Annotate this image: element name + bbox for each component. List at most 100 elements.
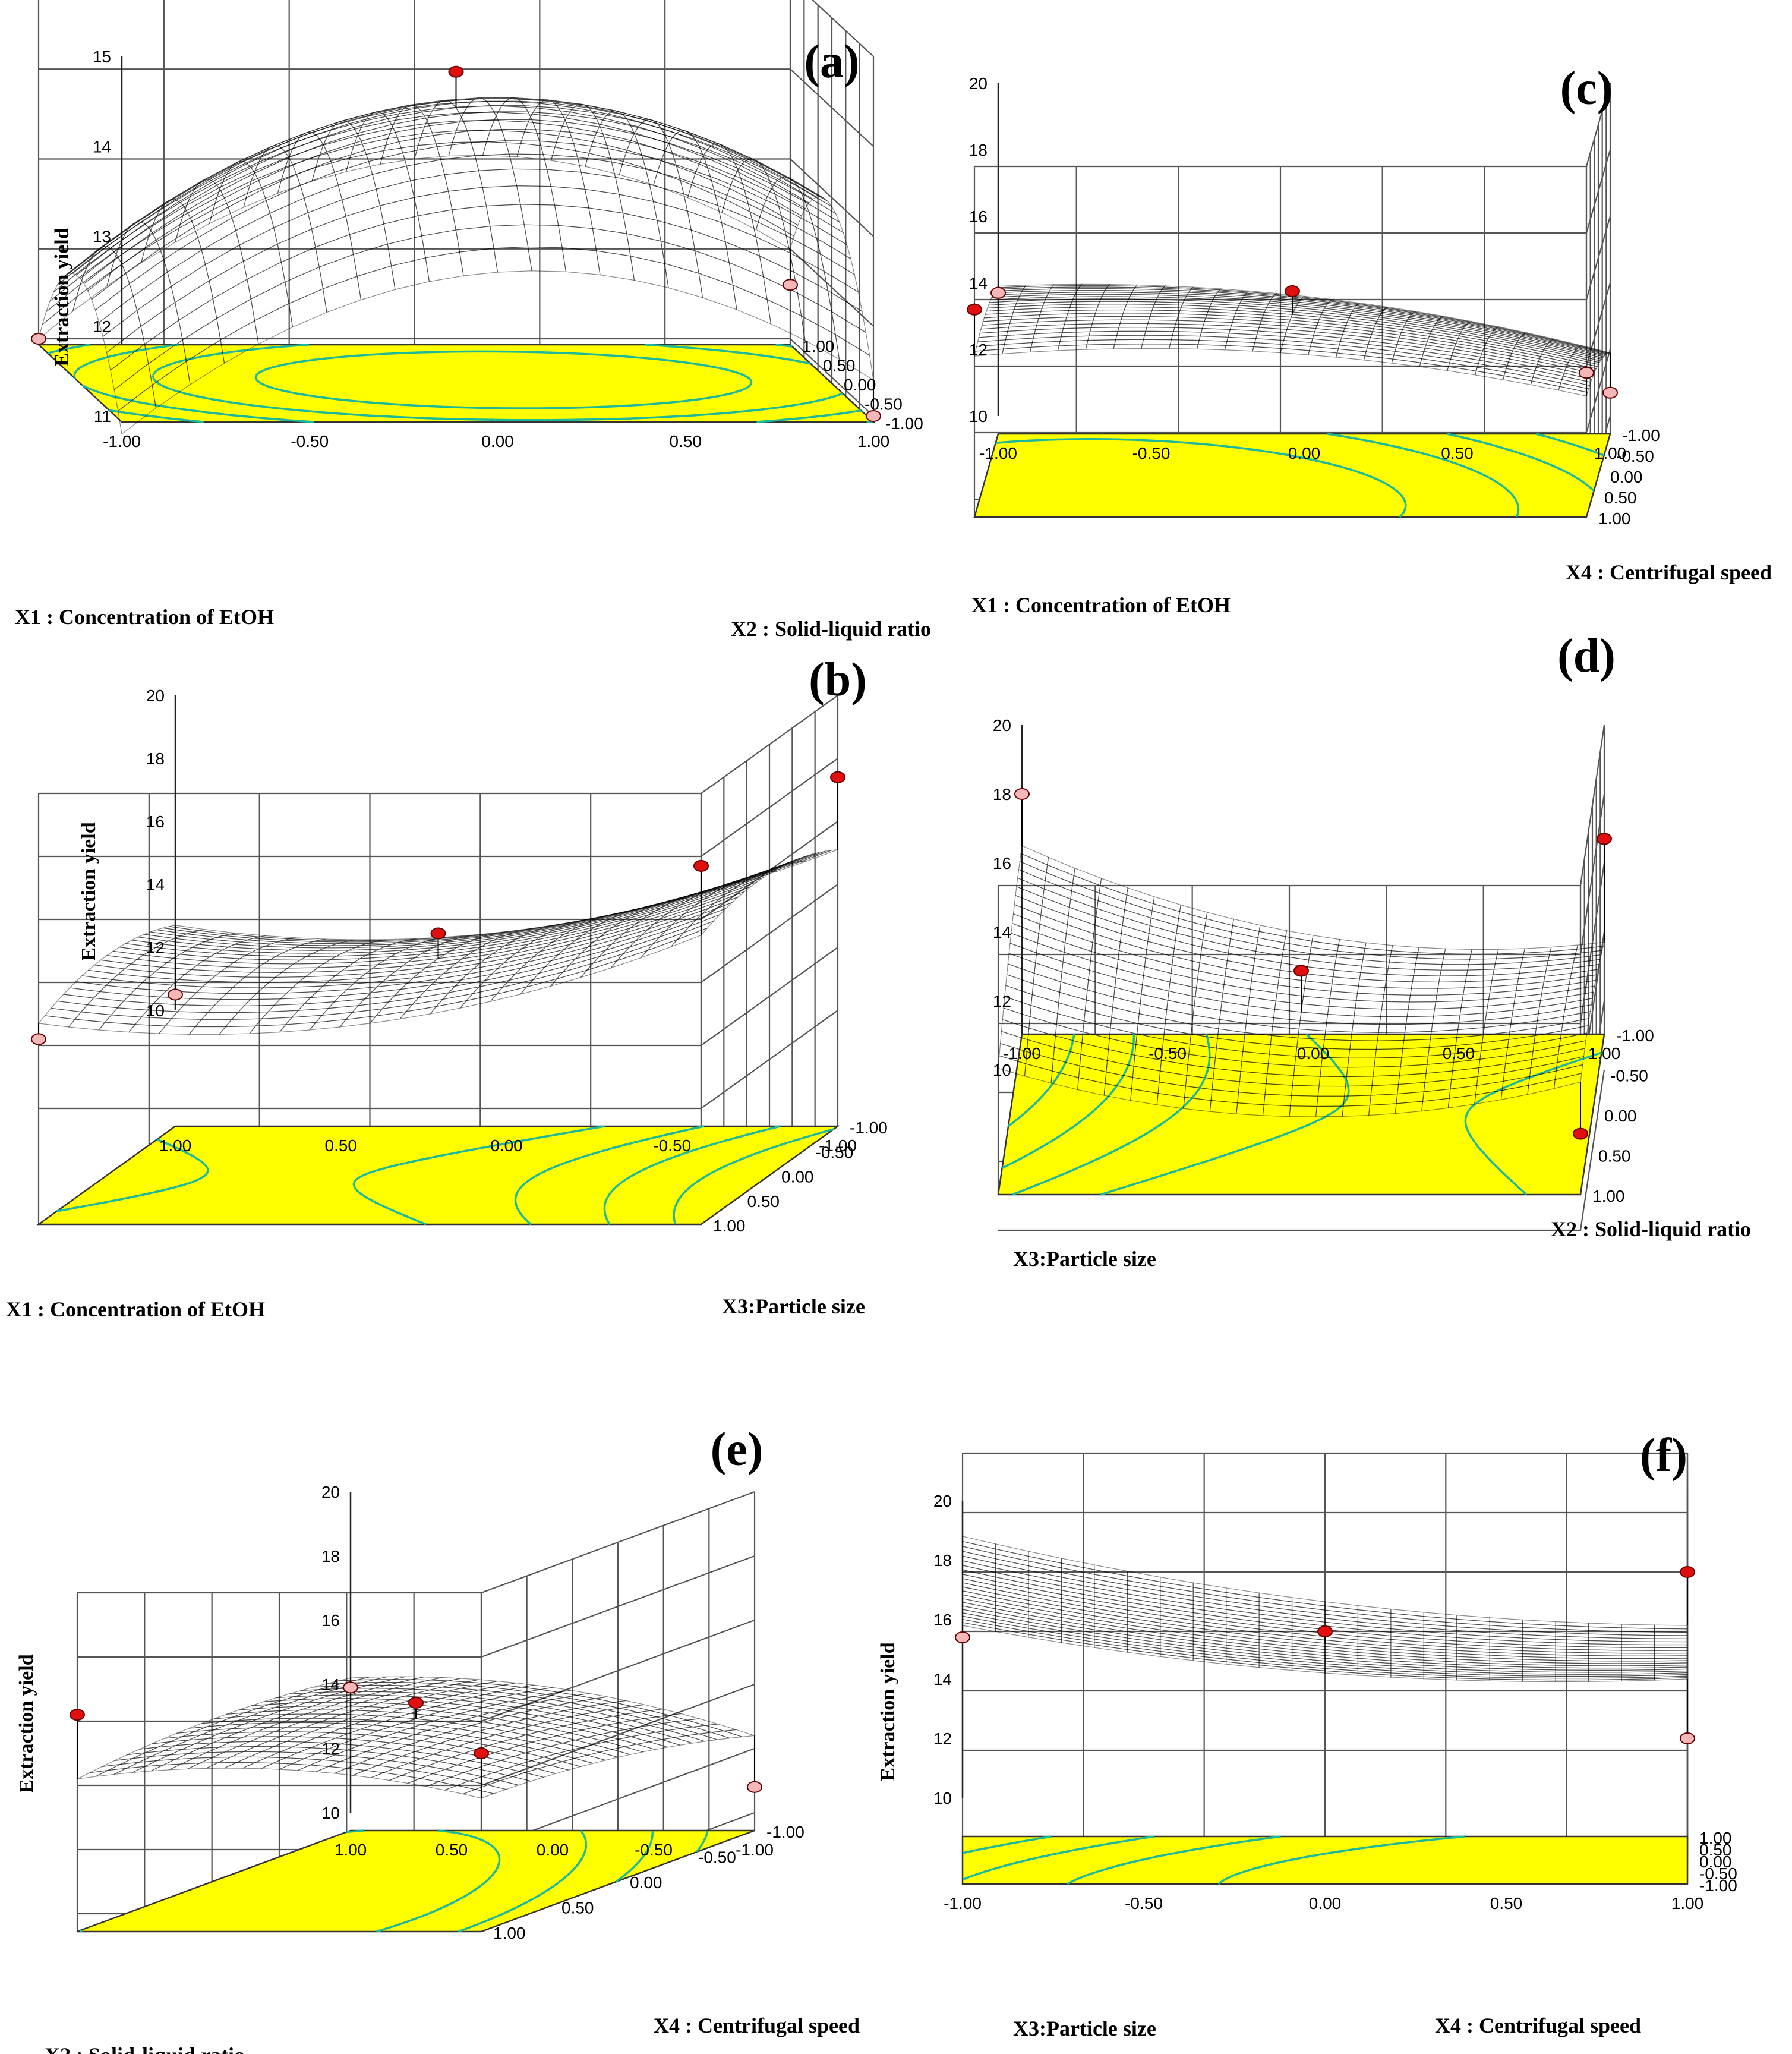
surface-patch — [1456, 338, 1487, 346]
contour-line — [1510, 493, 1515, 497]
surface-patch — [1357, 1665, 1392, 1671]
surface-patch — [1373, 1066, 1401, 1077]
surface-patch — [212, 1737, 244, 1744]
surface-patch — [1324, 1655, 1359, 1662]
contour-line — [1377, 478, 1383, 483]
contour-line — [1572, 1057, 1585, 1063]
surface-patch — [771, 860, 808, 872]
contour-line — [1039, 1095, 1043, 1100]
response-surface — [974, 283, 1611, 397]
surface-patch — [224, 1746, 256, 1753]
surface-patch — [1230, 931, 1258, 945]
contour-line — [537, 1173, 540, 1177]
contour-line — [398, 415, 418, 419]
surface-patch — [104, 1014, 143, 1025]
surface-patch — [176, 1004, 215, 1013]
surface-patch — [1572, 959, 1601, 969]
surface-patch — [1141, 339, 1172, 345]
surface-patch — [1125, 304, 1155, 308]
contour-line — [734, 409, 749, 414]
surface-patch — [1266, 304, 1296, 310]
contour-line — [427, 1910, 435, 1915]
surface-patch — [1099, 885, 1128, 903]
surface-patch — [194, 1725, 226, 1732]
contour-line — [154, 345, 164, 349]
contour-line — [78, 344, 90, 348]
surface-patch — [1441, 958, 1471, 965]
surface-patch — [346, 1763, 378, 1771]
contour-line — [731, 1160, 739, 1164]
design-point — [1014, 788, 1030, 800]
surface-patch — [722, 874, 759, 886]
contour-line — [1591, 449, 1597, 454]
contour-line — [582, 1834, 585, 1836]
surface-patch — [1317, 319, 1348, 326]
surface-patch — [520, 1725, 551, 1732]
surface-patch — [99, 985, 137, 996]
surface-patch — [1185, 1075, 1214, 1090]
contour-line — [491, 1873, 495, 1876]
contour-line — [1095, 1870, 1100, 1873]
surface-patch — [1282, 340, 1313, 347]
surface-patch — [606, 918, 643, 933]
contour-line — [176, 390, 184, 394]
contour-line — [1509, 1081, 1518, 1087]
surface-patch — [490, 1696, 522, 1702]
contour-line — [1005, 1161, 1014, 1168]
surface-patch — [321, 978, 361, 987]
y-tick-label: 12 — [933, 1729, 952, 1748]
contour-line — [576, 1129, 585, 1132]
contour-line — [576, 406, 595, 409]
surface-patch — [141, 976, 180, 986]
contour-line — [1399, 514, 1403, 518]
surface-patch — [1066, 313, 1096, 318]
surface-patch — [218, 1741, 250, 1748]
surface-patch — [1204, 317, 1234, 323]
surface-patch — [334, 1768, 365, 1776]
surface-patch — [1269, 1044, 1298, 1057]
contour-line — [724, 1137, 734, 1142]
surface-patch — [1177, 313, 1207, 319]
surface-patch — [1539, 354, 1570, 363]
surface-patch — [581, 1727, 613, 1735]
surface-patch — [396, 947, 433, 954]
surface-patch — [1016, 877, 1045, 898]
surface-patch — [1390, 1617, 1424, 1625]
contour-line — [160, 365, 166, 369]
surface-patch — [1201, 327, 1231, 334]
contour-line — [991, 1845, 998, 1848]
surface-patch — [159, 990, 197, 999]
surface-patch — [523, 1768, 557, 1778]
surface-patch — [501, 128, 540, 141]
surface-patch — [1071, 298, 1102, 303]
surface-patch — [1078, 285, 1109, 288]
surface-patch — [1532, 373, 1563, 383]
surface-patch — [126, 1760, 157, 1769]
surface-patch — [154, 943, 194, 952]
surface-patch — [1426, 338, 1457, 347]
surface-patch — [474, 941, 512, 951]
surface-patch — [492, 944, 529, 954]
surface-patch — [1179, 904, 1208, 919]
surface-patch — [770, 855, 807, 870]
contour-line — [86, 361, 92, 366]
contour-line — [1109, 1841, 1117, 1845]
contour-line — [1250, 1868, 1253, 1871]
surface-patch — [1503, 1067, 1532, 1082]
surface-patch — [1137, 1013, 1166, 1030]
y-tick-label: 12 — [969, 341, 988, 359]
surface-patch — [1118, 941, 1147, 959]
surface-patch — [608, 906, 645, 916]
contour-line — [1102, 1842, 1108, 1846]
surface-patch — [157, 1753, 188, 1761]
contour-line — [673, 1220, 676, 1223]
surface-patch — [1431, 329, 1461, 336]
contour-line — [1453, 462, 1460, 467]
surface-patch — [611, 1746, 643, 1755]
surface-patch — [364, 1765, 396, 1773]
z-tick-label: 0.50 — [747, 1192, 780, 1211]
surface-patch — [1116, 959, 1146, 976]
surface-patch — [202, 956, 241, 963]
surface-patch — [733, 873, 770, 890]
